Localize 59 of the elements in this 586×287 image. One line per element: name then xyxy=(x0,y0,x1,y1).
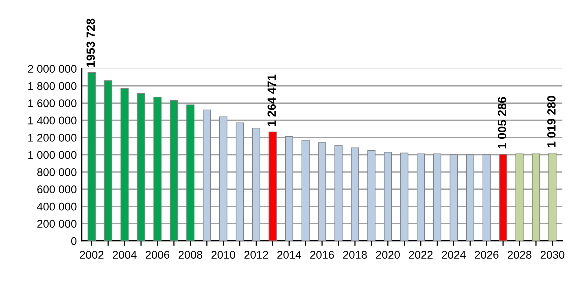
x-tick-label: 2006 xyxy=(146,251,170,259)
bar xyxy=(384,152,392,242)
bar xyxy=(220,116,228,242)
y-tick-label: 1 800 000 xyxy=(28,82,77,90)
x-tick-label: 2024 xyxy=(442,251,466,259)
x-tick-label: 2030 xyxy=(540,251,565,259)
bar xyxy=(104,80,112,242)
x-tick-label: 2012 xyxy=(244,251,268,259)
bar xyxy=(186,104,195,242)
y-tick-label: 400 000 xyxy=(37,202,77,211)
y-tick-label: 1 600 000 xyxy=(28,100,77,108)
x-tick-label: 2010 xyxy=(212,251,236,259)
bar xyxy=(203,110,212,242)
x-tick-label: 2028 xyxy=(508,251,532,259)
bar xyxy=(450,154,458,242)
data-label: 1 019 280 xyxy=(547,96,556,148)
y-tick-label: 600 000 xyxy=(38,186,77,194)
x-tick-label: 2018 xyxy=(343,251,368,259)
x-tick-label: 2004 xyxy=(113,251,137,259)
bar xyxy=(268,132,277,242)
bar xyxy=(318,142,326,242)
bar xyxy=(88,72,96,242)
bar xyxy=(516,154,524,242)
x-tick-label: 2014 xyxy=(278,251,302,259)
bar xyxy=(368,150,376,242)
bar xyxy=(236,122,244,242)
y-tick-label: 1 000 000 xyxy=(28,151,77,160)
data-label: 1953 728 xyxy=(86,18,96,67)
bar xyxy=(499,154,508,242)
x-tick-label: 2022 xyxy=(409,251,433,259)
bar xyxy=(137,94,146,242)
bar xyxy=(252,128,261,242)
data-label: 1 005 286 xyxy=(498,97,506,149)
x-tick-label: 2008 xyxy=(178,251,203,259)
x-tick-label: 2026 xyxy=(475,251,499,259)
bar xyxy=(285,136,294,242)
x-tick-label: 2020 xyxy=(376,251,400,259)
bar xyxy=(170,100,178,242)
x-tick-label: 2016 xyxy=(310,251,334,259)
y-tick-label: 0 xyxy=(71,237,77,246)
bar xyxy=(302,140,310,242)
bar xyxy=(466,154,474,242)
bar xyxy=(351,148,360,242)
bar xyxy=(416,154,426,242)
y-tick-label: 800 000 xyxy=(38,168,77,176)
bar xyxy=(154,96,162,242)
bar xyxy=(400,152,409,242)
y-tick-label: 1 400 000 xyxy=(28,116,77,125)
bar xyxy=(532,154,540,242)
bar xyxy=(433,154,442,242)
data-label: 1 264 471 xyxy=(268,74,276,126)
bar xyxy=(120,88,129,242)
y-tick-label: 1 200 000 xyxy=(28,134,77,142)
y-tick-label: 200 000 xyxy=(38,220,77,228)
x-tick-label: 2002 xyxy=(80,251,104,259)
bar xyxy=(548,152,557,242)
y-tick-label: 2 000 000 xyxy=(28,65,77,74)
bar xyxy=(334,145,343,242)
bar xyxy=(482,154,491,242)
